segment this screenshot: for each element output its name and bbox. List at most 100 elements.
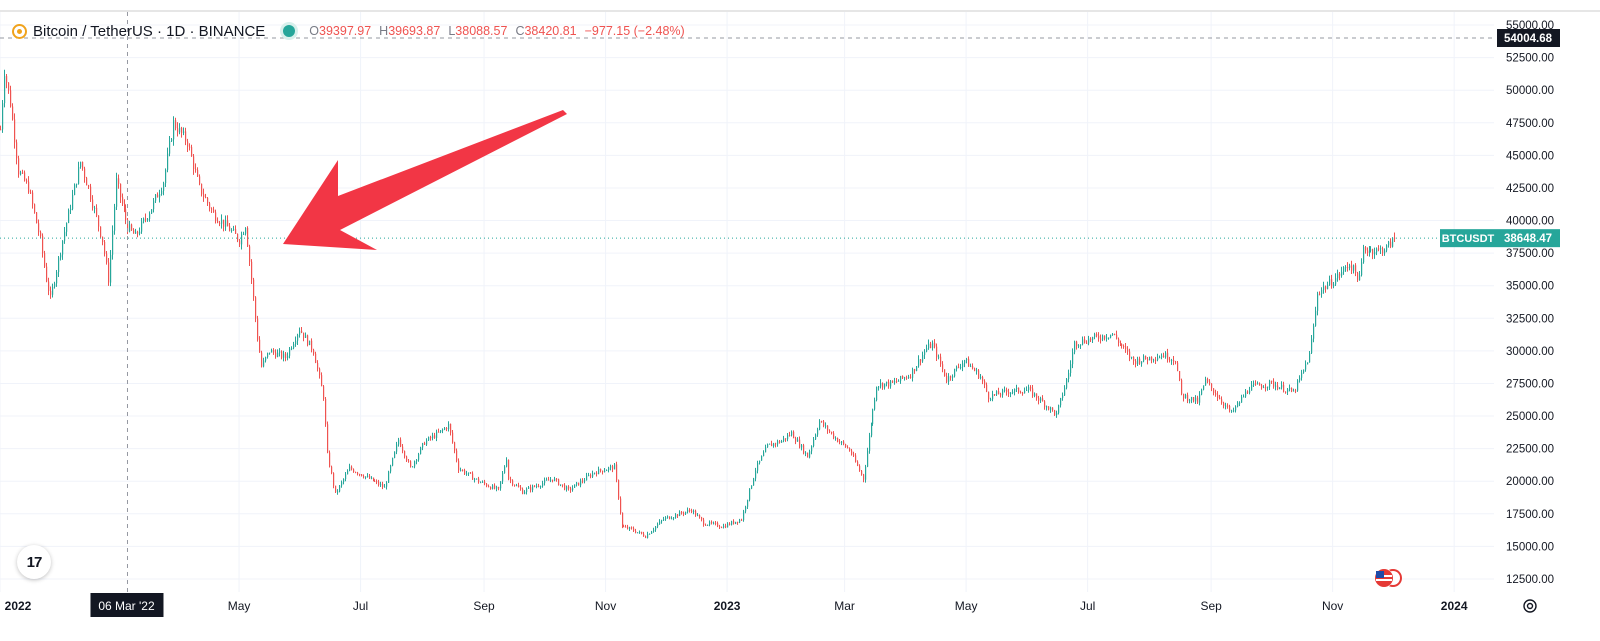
candle-body xyxy=(1203,385,1205,390)
candle-body xyxy=(1303,369,1305,373)
candle-body xyxy=(627,526,629,529)
candle-body xyxy=(165,169,167,184)
candle-body xyxy=(699,515,701,518)
candle-body xyxy=(1002,389,1004,395)
candle-body xyxy=(759,460,761,463)
candle-body xyxy=(199,176,201,184)
candle-body xyxy=(38,223,40,233)
time-tick-label: May xyxy=(228,599,251,613)
candle-body xyxy=(82,161,84,169)
candle-body xyxy=(620,498,622,513)
candle-body xyxy=(468,472,470,474)
candle-body xyxy=(572,487,574,491)
candle-body xyxy=(817,429,819,435)
candle-body xyxy=(538,485,540,487)
candle-body xyxy=(1227,405,1229,407)
candle-body xyxy=(116,178,118,207)
candle-body xyxy=(496,487,498,489)
candle-body xyxy=(853,454,855,456)
candle-body xyxy=(1141,361,1143,364)
top-toolbar-edge xyxy=(0,0,1600,12)
candle-body xyxy=(781,440,783,443)
candle-body xyxy=(56,271,58,284)
candle-body xyxy=(1253,383,1255,385)
symbol-title[interactable]: Bitcoin / TetherUS · 1D · BINANCE xyxy=(33,22,266,40)
price-tick-label: 40000.00 xyxy=(1506,216,1554,228)
candle-body xyxy=(835,438,837,440)
candle-body xyxy=(717,523,719,527)
candle-body xyxy=(382,484,384,488)
us-flag-icon[interactable] xyxy=(1373,568,1403,588)
candle-body xyxy=(534,485,536,487)
candle-body xyxy=(367,475,369,477)
candle-body xyxy=(845,444,847,448)
candle-body xyxy=(428,437,430,441)
price-tick-label: 22500.00 xyxy=(1506,444,1554,456)
candle-body xyxy=(1337,273,1339,279)
status-dot-icon[interactable] xyxy=(283,25,296,37)
price-axis[interactable]: 55000.00 52500.00 50000.00 47500.00 45000.00… xyxy=(1440,20,1560,586)
candle-body xyxy=(78,166,80,184)
candle-body xyxy=(1088,338,1090,344)
candle-body xyxy=(952,376,954,378)
candle-body xyxy=(490,486,492,490)
candle-body xyxy=(683,513,685,515)
candle-body xyxy=(80,161,82,167)
candle-body xyxy=(1353,265,1355,271)
candle-body xyxy=(1155,359,1157,361)
candle-body xyxy=(327,424,329,453)
candle-body xyxy=(456,450,458,461)
candle-body xyxy=(988,391,990,400)
candle-body xyxy=(231,230,233,232)
candle-body xyxy=(1193,397,1195,402)
price-tick-label: 37500.00 xyxy=(1506,248,1554,260)
annotation-arrow[interactable] xyxy=(283,110,567,250)
candle-body xyxy=(886,381,888,384)
candle-body xyxy=(1361,262,1363,276)
candle-body xyxy=(167,153,169,170)
candle-body xyxy=(361,474,363,477)
bitcoin-icon[interactable] xyxy=(12,23,27,39)
candle-body xyxy=(1329,279,1331,285)
candle-body xyxy=(1271,380,1273,382)
candle-body xyxy=(1139,358,1141,364)
candle-body xyxy=(207,197,209,204)
candle-body xyxy=(592,473,594,477)
candle-body xyxy=(62,240,64,255)
candle-body xyxy=(1165,352,1167,358)
candle-body xyxy=(1038,398,1040,401)
candle-body xyxy=(880,382,882,387)
ohlc-values: O39397.97 H39693.87 L38088.57 C38420.81 … xyxy=(309,24,684,38)
candle-body xyxy=(171,139,173,142)
candle-body xyxy=(1265,387,1267,389)
tradingview-logo-icon[interactable]: 17 xyxy=(17,545,51,579)
candle-body xyxy=(958,366,960,368)
candle-body xyxy=(566,486,568,490)
candle-body xyxy=(536,485,538,487)
candle-body xyxy=(478,478,480,483)
candle-body xyxy=(239,240,241,245)
candle-body xyxy=(775,443,777,445)
candle-body xyxy=(386,482,388,487)
candle-body xyxy=(438,431,440,433)
candle-body xyxy=(779,441,781,443)
candle-body xyxy=(872,409,874,424)
candle-body xyxy=(833,433,835,439)
candle-body xyxy=(287,355,289,359)
candle-body xyxy=(8,82,10,91)
candle-body xyxy=(773,443,775,447)
time-axis[interactable]: 2022 May Jul Sep Nov 2023 Mar May Jul Sep Nov 2024 0… xyxy=(5,593,1468,617)
candle-body xyxy=(514,484,516,486)
candle-body xyxy=(610,466,612,468)
candle-body xyxy=(1173,359,1175,362)
candle-body xyxy=(494,485,496,489)
candle-body xyxy=(1394,237,1396,239)
candle-body xyxy=(735,521,737,524)
candle-body xyxy=(1024,391,1026,394)
crosshair-price-badge xyxy=(1497,29,1560,48)
candle-body xyxy=(926,348,928,352)
candle-body xyxy=(1209,381,1211,384)
candle-body xyxy=(502,473,504,482)
settings-gear-icon[interactable] xyxy=(1522,598,1538,614)
